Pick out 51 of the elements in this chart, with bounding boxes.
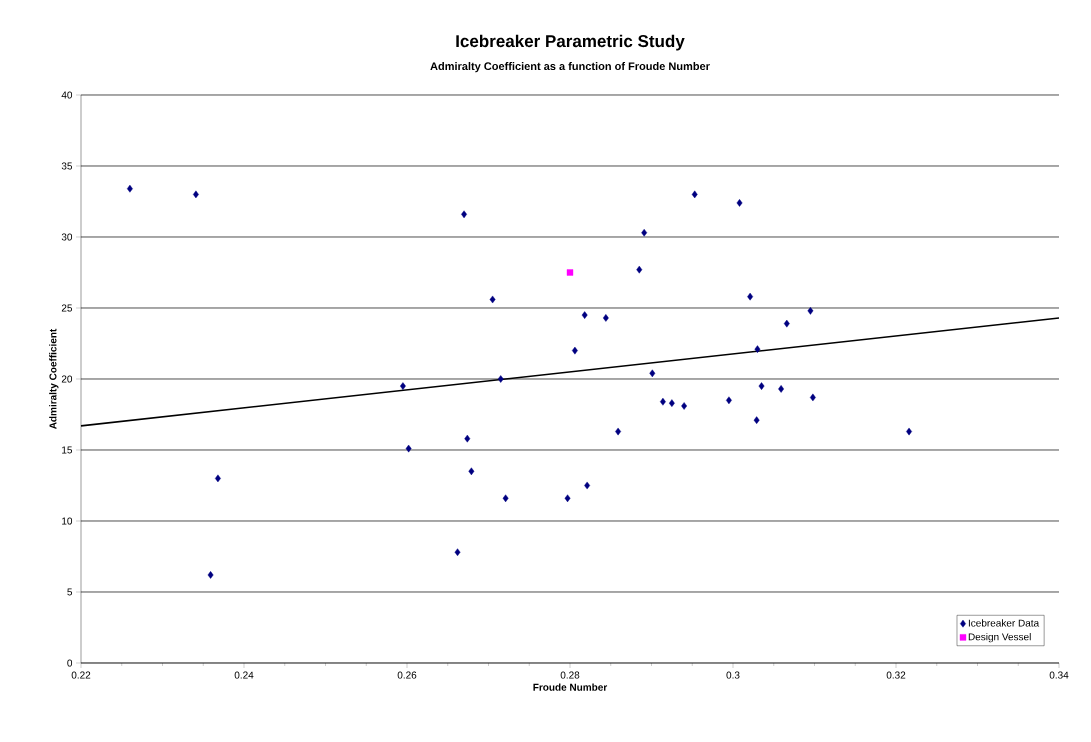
point	[502, 494, 509, 503]
point	[584, 481, 591, 490]
point	[468, 467, 475, 476]
point	[405, 444, 412, 453]
point	[778, 385, 784, 393]
point	[753, 416, 760, 424]
y-tick-label: 0	[67, 659, 73, 667]
x-tick-label: 0.3	[726, 671, 740, 679]
x-tick-label: 0.22	[71, 671, 91, 679]
point	[464, 434, 471, 443]
point	[668, 399, 675, 407]
y-tick-label: 35	[61, 162, 73, 170]
y-tick-label: 30	[61, 233, 73, 241]
point	[736, 199, 743, 207]
point	[581, 311, 588, 319]
x-tick-label: 0.34	[1049, 671, 1069, 679]
point	[497, 375, 504, 383]
point	[489, 295, 496, 304]
point	[681, 402, 688, 410]
legend-label: Icebreaker Data	[968, 619, 1040, 627]
point	[754, 345, 761, 353]
x-tick-label: 0.26	[397, 671, 417, 679]
x-axis-title: Froude Number	[533, 683, 608, 691]
point	[400, 382, 406, 390]
point	[207, 571, 214, 579]
point	[807, 307, 814, 315]
point	[566, 269, 574, 276]
point	[758, 382, 765, 390]
point	[602, 314, 609, 322]
point	[809, 393, 816, 402]
y-tick-label: 15	[62, 446, 73, 454]
y-tick-label: 5	[67, 588, 73, 596]
y-axis-title: Admiralty Coefficient	[49, 328, 59, 430]
point	[783, 319, 790, 328]
chart-title: Icebreaker Parametric Study	[456, 34, 685, 51]
x-tick-label: 0.24	[234, 671, 254, 679]
point	[747, 292, 754, 301]
y-tick-label: 20	[61, 375, 73, 383]
point	[691, 190, 698, 199]
x-tick-label: 0.28	[560, 671, 580, 679]
y-tick-label: 10	[62, 517, 73, 525]
point	[454, 548, 461, 557]
chart-subtitle: Admiralty Coefficient as a function of Froude Number	[430, 62, 710, 73]
legend-label: Design Vessel	[968, 633, 1031, 643]
point	[636, 265, 643, 274]
y-tick-label: 40	[61, 91, 73, 99]
point	[649, 369, 656, 378]
x-tick-label: 0.32	[886, 671, 906, 679]
y-tick-label: 25	[61, 304, 73, 312]
point	[641, 228, 648, 237]
point	[564, 494, 571, 503]
